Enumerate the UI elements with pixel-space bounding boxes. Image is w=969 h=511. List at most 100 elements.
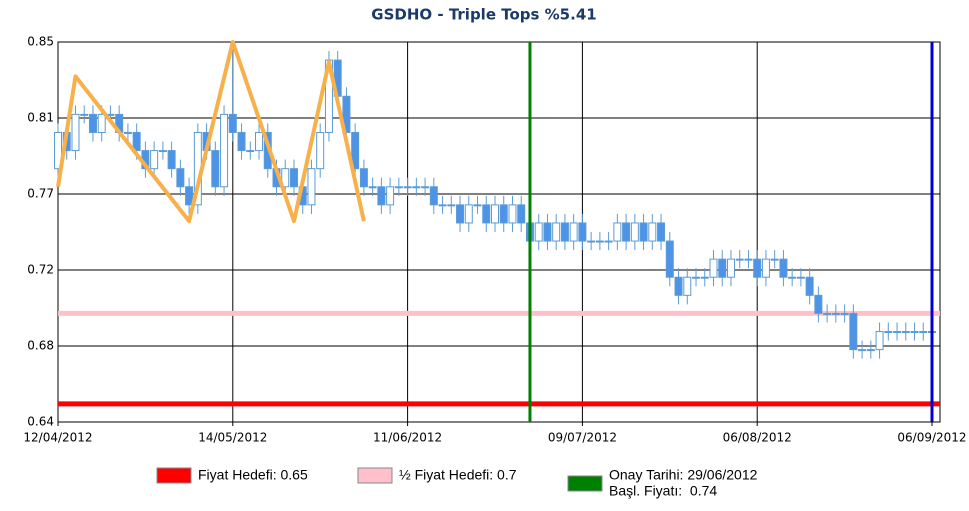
candle-body [289,168,298,188]
candle-body [613,222,622,242]
legend-label: Onay Tarihi: 29/06/2012 [609,467,758,483]
candle-body [464,204,473,224]
candle-body [123,131,132,134]
x-tick-label: 11/06/2012 [373,431,442,445]
candle-body [534,222,543,242]
candle-body [753,258,762,278]
candle-body [849,312,858,351]
candle-body [211,150,220,188]
candle-body [351,131,360,170]
candle-body [761,258,770,278]
candle-body [779,258,788,278]
candle-body [438,204,447,207]
pattern-line [56,40,366,224]
candle-body [246,150,255,153]
x-tick-label: 12/04/2012 [23,431,92,445]
chart-title: GSDHO - Triple Tops %5.41 [371,6,596,24]
candle-body [604,240,613,243]
candle-body [814,294,823,314]
candle-body [893,331,902,334]
candle-body [543,222,552,242]
candle-body [735,258,744,261]
y-tick-label: 0.77 [27,187,54,201]
x-tick-label: 14/05/2012 [198,431,267,445]
y-tick-label: 0.85 [27,35,54,49]
candle-body [54,131,62,170]
legend-swatch [156,467,192,484]
candle-body [386,186,395,206]
candle-body [456,204,465,224]
candle-body [368,186,377,189]
candle-body [770,258,779,261]
legend-label: ½ Fiyat Hedefi: 0.7 [399,467,517,483]
candle-body [307,168,316,206]
x-tick-label: 06/08/2012 [723,431,792,445]
y-tick-label: 0.72 [27,263,54,277]
candle-body [482,204,491,224]
candle-body [71,113,80,152]
candle-body [665,240,674,278]
candle-body [429,186,438,206]
candle-body [255,131,264,152]
candle-body [692,276,701,279]
candle-body [578,222,587,242]
candle-body [858,349,867,352]
candle-body [150,150,159,170]
candle-body [866,349,875,352]
candle-body [805,276,814,296]
y-tick-label: 0.81 [27,111,54,125]
candle-body [473,204,482,207]
candle-body [220,113,229,188]
candle-body [788,276,797,279]
candle-body [919,331,928,334]
candle-body [158,150,167,153]
candle-body [884,331,893,334]
candle-body [901,331,910,334]
candle-body [831,312,840,315]
candle-body [237,131,246,152]
candle-body [508,204,517,224]
candle-body [491,204,499,224]
candle-body [840,312,849,315]
candle-body [683,276,692,296]
legend-label: Başl. Fiyatı: 0.74 [609,483,717,499]
legend-swatch [357,467,393,484]
candle-body [630,222,639,242]
candle-body [403,186,412,189]
candle-body [421,186,430,189]
candle-body [499,204,508,224]
y-tick-label: 0.64 [27,415,54,429]
candle-body [823,312,832,315]
candle-body [875,331,884,351]
candle-body [88,113,97,133]
candle-body [726,258,735,278]
candle-body [700,276,709,279]
candle-body [447,204,456,207]
legend-label: Fiyat Hedefi: 0.65 [198,467,308,483]
candle-body [639,222,648,242]
candle-body [709,258,718,278]
candle-body [228,113,237,133]
candle-body [587,240,596,243]
candle-body [796,276,805,279]
y-tick-label: 0.68 [27,339,54,353]
candle-body [185,186,194,206]
candle-body [394,186,403,189]
candle-body [569,222,578,242]
candle-body [377,186,386,206]
candle-body [595,240,604,243]
candle-body [560,222,569,242]
candle-body [412,186,421,189]
candle-body [132,131,141,152]
candle-body [718,258,727,278]
candle-body [97,113,106,133]
candle-body [167,150,176,170]
plot-frame [57,41,941,423]
x-tick-label: 06/09/2012 [897,431,966,445]
candle-body [674,276,683,296]
candle-body [281,168,290,188]
x-tick-label: 09/07/2012 [548,431,617,445]
candle-body [176,168,185,188]
legend-swatch [567,475,603,492]
